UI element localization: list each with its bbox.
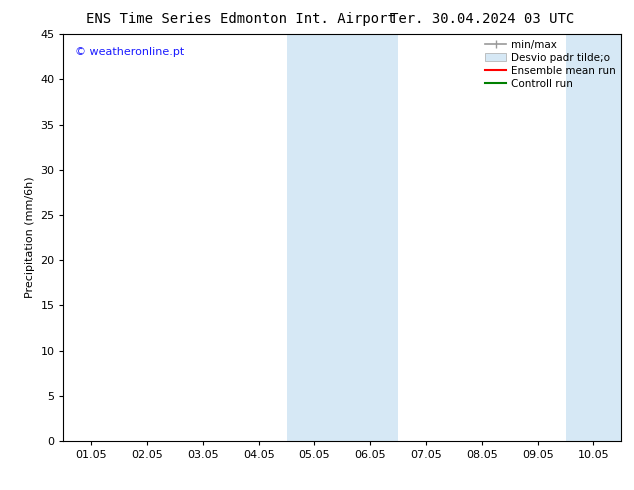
Bar [566,34,621,441]
Legend: min/max, Desvio padr tilde;o, Ensemble mean run, Controll run: min/max, Desvio padr tilde;o, Ensemble m… [485,40,616,89]
Text: ENS Time Series Edmonton Int. Airport: ENS Time Series Edmonton Int. Airport [86,12,396,26]
Text: Ter. 30.04.2024 03 UTC: Ter. 30.04.2024 03 UTC [390,12,574,26]
Bar [287,34,398,441]
Text: © weatheronline.pt: © weatheronline.pt [75,47,184,56]
Y-axis label: Precipitation (mm/6h): Precipitation (mm/6h) [25,177,35,298]
